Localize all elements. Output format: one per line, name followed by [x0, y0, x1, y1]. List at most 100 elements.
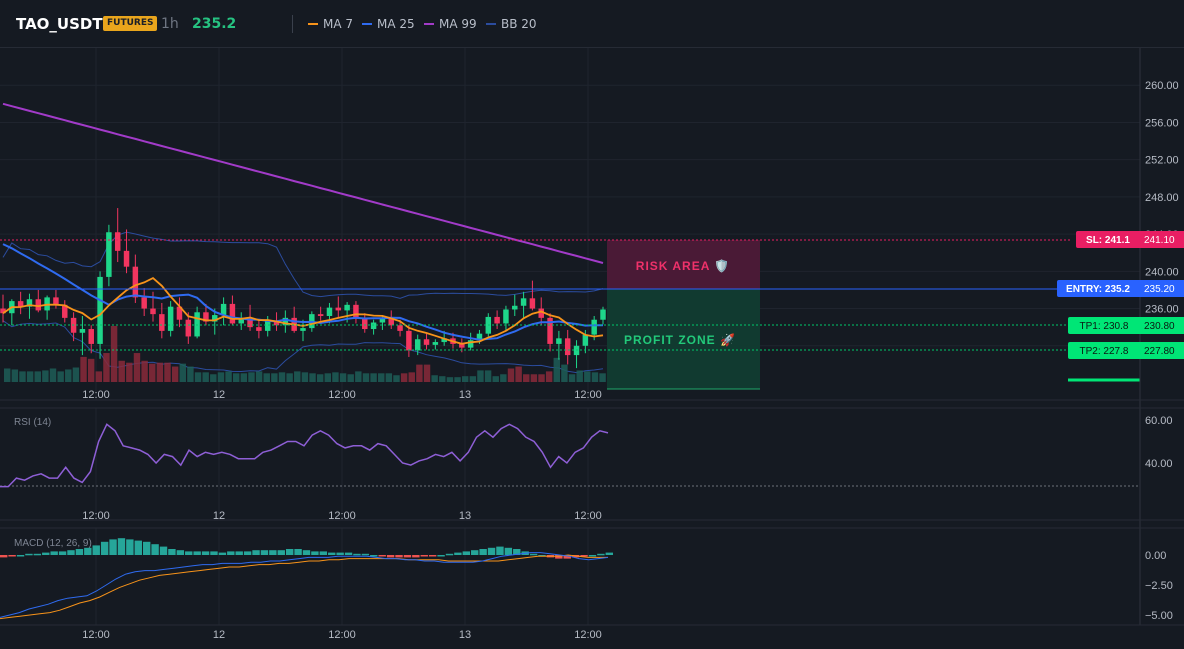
legend-ma25[interactable]: MA 25	[362, 14, 415, 34]
macd-hist-bar	[319, 551, 328, 555]
symbol-name[interactable]: TAO_USDT	[16, 15, 103, 33]
macd-hist-bar	[252, 550, 260, 555]
time-tick-label: 12	[213, 389, 225, 401]
candle-body	[397, 325, 403, 331]
macd-hist-bar	[479, 549, 487, 555]
time-tick-label: 12:00	[82, 510, 110, 522]
volume-bar	[65, 369, 72, 382]
time-tick-label: 12	[213, 510, 225, 522]
candle-body	[176, 306, 183, 320]
candle-body	[317, 314, 324, 316]
sl-axis-tag	[1138, 231, 1184, 248]
macd-hist-bar	[92, 545, 100, 555]
legend-ma7[interactable]: MA 7	[308, 14, 353, 34]
volume-bar	[538, 374, 545, 382]
volume-bar	[500, 374, 507, 382]
volume-bar	[72, 367, 80, 382]
bollinger-bands	[2, 231, 604, 374]
candle-body	[238, 318, 244, 324]
candle-body	[344, 304, 350, 311]
volume-bar	[255, 371, 263, 382]
futures-badge: FUTURES	[103, 16, 158, 31]
candle-body	[538, 308, 544, 318]
candle-body	[406, 330, 412, 351]
time-tick-label: 13	[459, 389, 471, 401]
rsi-tick-label: 60.00	[1145, 415, 1173, 427]
tp2-axis-value: 227.80	[1144, 346, 1175, 357]
time-tick-label: 12:00	[574, 389, 602, 401]
entry-tag[interactable]	[1057, 280, 1140, 297]
candle-body	[123, 250, 130, 267]
macd-hist-bar	[462, 551, 471, 555]
macd-hist-bar	[159, 546, 168, 555]
candlesticks	[0, 208, 606, 369]
candle-body	[150, 308, 156, 315]
candle-body	[414, 339, 421, 351]
candle-body	[503, 309, 509, 324]
time-tick-label: 12:00	[82, 389, 110, 401]
timeframe-label[interactable]: 1h	[161, 16, 179, 32]
volume-bars	[4, 326, 606, 382]
macd-hist-bar	[100, 541, 109, 555]
macd-hist-bar	[597, 553, 605, 556]
candle-body	[247, 318, 253, 328]
candle-body	[282, 317, 289, 326]
candle-body	[370, 322, 377, 330]
volume-bar	[370, 373, 377, 382]
candle-body	[256, 327, 262, 331]
candle-body	[432, 342, 439, 345]
volume-bar	[278, 372, 286, 382]
volume-bar	[301, 372, 309, 382]
time-tick-label: 13	[459, 510, 471, 522]
macd-hist-bar	[218, 552, 227, 555]
volume-bar	[309, 373, 316, 382]
price-tags: SL: 241.1 241.10 ENTRY: 235.2 235.20 TP1…	[1057, 231, 1184, 359]
macd-hist-bar	[302, 550, 311, 555]
time-tick-label: 12:00	[574, 629, 602, 641]
rsi-panel: RSI (14) 60.00 40.00	[0, 415, 1173, 488]
volume-bar	[95, 371, 103, 382]
legend-ma99[interactable]: MA 99	[424, 14, 477, 34]
macd-hist-bar	[277, 550, 285, 555]
tp1-tag[interactable]	[1068, 317, 1140, 334]
volume-bar	[469, 376, 477, 382]
tp1-tag-label: TP1: 230.8	[1080, 321, 1129, 332]
sl-axis-value: 241.10	[1144, 235, 1175, 246]
legend-bb20-label: BB 20	[501, 17, 537, 31]
volume-bar	[4, 368, 11, 382]
volume-bar	[34, 371, 41, 382]
chart-header: TAO_USDT FUTURES 1h 235.2 MA 7 MA 25 MA …	[0, 0, 1184, 48]
candle-body	[62, 304, 68, 318]
volume-bar	[355, 371, 362, 382]
macd-hist-bar	[496, 546, 504, 555]
macd-hist-bar	[513, 549, 521, 555]
price-tick-label: 252.00	[1145, 155, 1179, 167]
macd-hist-bar	[605, 552, 613, 555]
macd-hist-bar	[504, 547, 513, 555]
candle-body	[300, 328, 306, 331]
time-tick-label: 12:00	[82, 629, 110, 641]
macd-hist-bar	[8, 555, 16, 557]
time-tick-label: 12:00	[328, 389, 356, 401]
legend-bb20[interactable]: BB 20	[486, 14, 537, 34]
candle-body	[159, 314, 165, 331]
candle-body	[167, 306, 174, 331]
legend-ma99-label: MA 99	[439, 17, 477, 31]
candle-body	[141, 297, 147, 309]
macd-hist-bar	[588, 555, 597, 557]
volume-bar	[561, 364, 568, 382]
time-tick-label: 12:00	[328, 629, 356, 641]
macd-tick-label: 0.00	[1145, 550, 1166, 562]
bb-upper-line	[2, 231, 604, 299]
candle-body	[564, 338, 571, 356]
macd-hist-bar	[285, 549, 294, 555]
macd-hist-bar	[428, 555, 437, 557]
ma7-line	[2, 277, 604, 345]
volume-bar	[141, 360, 148, 382]
sl-tag[interactable]	[1076, 231, 1140, 248]
macd-hist-bar	[176, 550, 185, 555]
last-price: 235.2	[192, 16, 237, 32]
tp2-tag[interactable]	[1068, 342, 1140, 359]
price-tick-label: 236.00	[1145, 304, 1179, 316]
